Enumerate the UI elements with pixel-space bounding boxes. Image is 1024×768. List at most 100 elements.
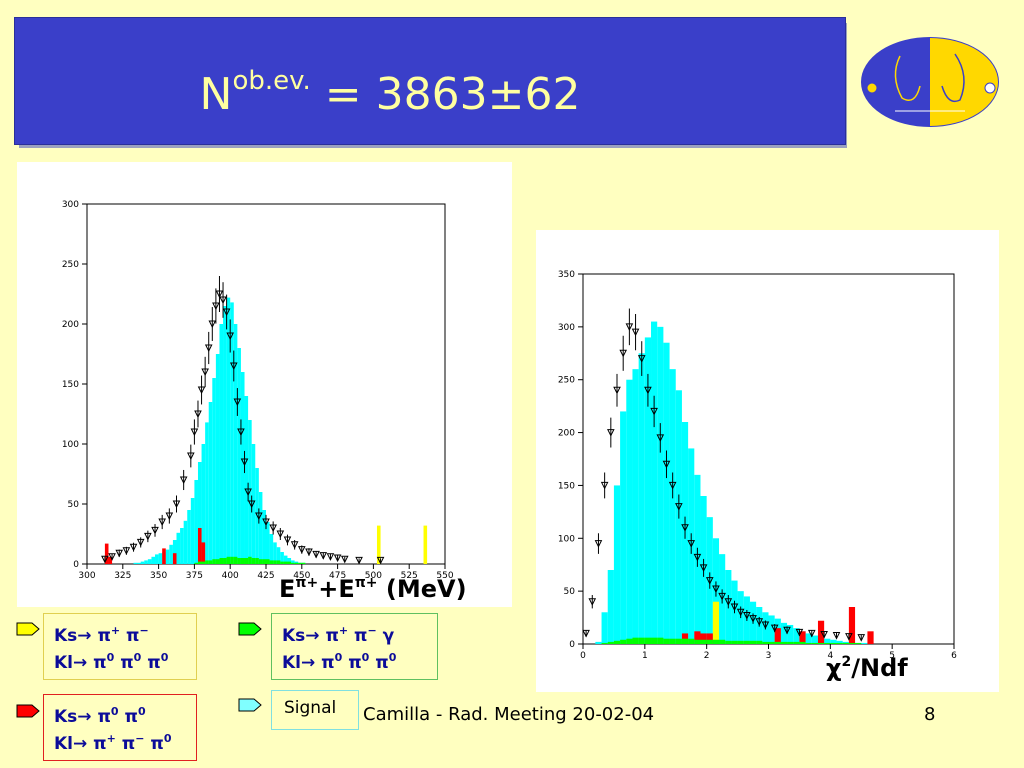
chart1-bar-green: [219, 558, 224, 564]
chart2-bar-green: [848, 642, 856, 644]
chart1-bar-signal: [194, 480, 198, 564]
chart1-bar-yellow: [423, 525, 428, 564]
chart1-bar-signal: [208, 402, 213, 564]
chart2-bar-green: [620, 639, 627, 644]
chart1-data-point: [108, 553, 116, 561]
chart2-ytick-label: 250: [558, 376, 575, 386]
chart2-data-point: [820, 630, 828, 639]
chart2-data-point: [594, 540, 603, 548]
chart1-bar-signal: [233, 324, 238, 564]
chart2-bar-signal: [811, 635, 818, 644]
red-pointer-icon: [16, 704, 40, 718]
chart1-bar-red: [104, 543, 109, 564]
chart2-data-point: [613, 386, 621, 395]
legend-yellow: Ks→ π+ π− Kl→ π0 π0 π0: [43, 613, 197, 680]
chart1-bar-signal: [287, 558, 292, 564]
chart1-bar-signal: [187, 510, 191, 564]
chart1-bar-green: [194, 562, 198, 564]
chi2-histogram: 0 1 2 3 4 5 6 0 50 100 150 200 250 300 350: [558, 270, 957, 661]
chart1-bar-signal: [180, 528, 184, 564]
chart2-bar-green: [669, 638, 676, 644]
chart1-data-point: [190, 428, 199, 437]
chart1-data-point: [233, 398, 242, 407]
chart1-data-point: [326, 553, 335, 561]
chart1-bar-signal: [183, 520, 188, 564]
chart2-bar-signal: [613, 485, 621, 644]
chart2-data-point: [699, 564, 708, 573]
chart2-ytick-label: 300: [558, 323, 575, 333]
chart1-bar-green: [201, 561, 206, 564]
chart2-data-point: [625, 323, 634, 331]
chart2-data-point: [761, 621, 770, 630]
chart2-bar-signal: [669, 369, 676, 644]
chart1-bar-green: [258, 559, 263, 564]
chart2-bar-green: [762, 641, 769, 644]
chart2-data-point: [588, 598, 597, 606]
chart2-bar-signal: [620, 411, 627, 644]
chart1-bar-signal: [283, 555, 288, 564]
chart1-bar-green: [230, 556, 234, 564]
chart2-data-point: [832, 632, 841, 640]
chart1-bar-signal: [197, 462, 202, 564]
chart1-bar-signal: [172, 540, 177, 564]
chart1-bar-signal: [276, 547, 281, 564]
chart1-bar-signal: [230, 302, 234, 564]
chart1-data-point: [290, 541, 299, 549]
chart2-data-point: [675, 503, 683, 511]
kloe-logo-icon: [861, 37, 999, 127]
chart2-bar-signal: [836, 640, 843, 644]
chart1-bar-signal: [133, 562, 138, 564]
chart1-bar-green: [208, 560, 213, 564]
chart1-xtick-label: 550: [436, 571, 453, 581]
chart2-bar-red: [867, 631, 874, 644]
chart2-xtick-label: 4: [827, 651, 833, 661]
chart2-ytick-label: 200: [558, 429, 575, 439]
chart1-bar-signal: [190, 498, 195, 564]
chart1-bar-red: [162, 548, 166, 564]
chart1-data-point: [247, 500, 256, 509]
chart1-bar-green: [298, 562, 302, 564]
legend-signal-label: Signal: [284, 698, 337, 718]
chart1-data-point: [144, 532, 152, 541]
chart2-bar-green: [675, 638, 682, 644]
chart1-bar-green: [212, 559, 216, 564]
chart2-bar-green: [688, 638, 695, 644]
chart1-ytick-label: 300: [62, 200, 79, 210]
chart2-data-point: [631, 328, 640, 337]
chart2-data-point: [687, 540, 696, 548]
chart2-data-point: [749, 615, 757, 623]
chart2-bar-signal: [595, 641, 602, 644]
slide-title: Nob.ev. = 3863±62: [0, 56, 805, 120]
chart1-bar-signal: [165, 549, 170, 564]
chart1-ytick-label: 50: [68, 500, 80, 510]
chart1-data-point: [333, 554, 342, 563]
chart1-data-point: [376, 556, 385, 565]
chart2-bar-red: [694, 631, 701, 644]
chart2-bar-green: [824, 642, 831, 644]
chart1-data-point: [255, 512, 263, 521]
chart2-bar-green: [626, 638, 633, 644]
chart1-data-point: [229, 362, 238, 371]
chart1-data-point: [151, 526, 159, 535]
chart1-bar-signal: [205, 422, 209, 564]
chart1-bar-green: [240, 558, 245, 564]
chart1-bar-signal: [155, 554, 159, 564]
energy-histogram: 300 325 350 375 400 425 450 475 500 525 550 0 50 100 1…: [62, 200, 454, 581]
chart2-bar-signal: [601, 612, 608, 644]
chart1-data-point: [276, 530, 285, 539]
chart1-bar-signal: [237, 348, 241, 564]
chart1-bar-signal: [151, 556, 156, 564]
chart2-bar-green: [712, 639, 720, 644]
chart2-bar-signal: [805, 633, 812, 644]
chart2-data-point: [662, 460, 671, 469]
chart1-data-point: [219, 296, 227, 305]
chart2-data-point: [795, 628, 804, 637]
chart2-data-point: [845, 633, 853, 641]
chart1-bar-green: [276, 560, 281, 564]
chart2-bar-red: [799, 631, 806, 644]
chart2-ytick-label: 0: [569, 640, 575, 650]
chart2-bar-signal: [651, 321, 658, 644]
chart1-bar-green: [283, 561, 288, 564]
legend-red-line2: Kl→ π+ π− π0: [54, 732, 172, 754]
chart2-bar-green: [725, 640, 732, 644]
